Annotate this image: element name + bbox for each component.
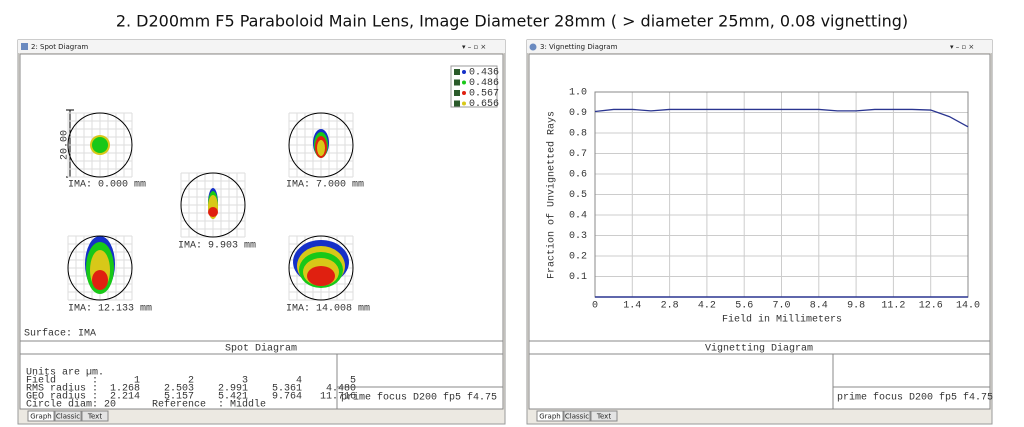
y-tick-label: 0.2 bbox=[569, 252, 587, 263]
window-controls[interactable]: ▾ – ▫ × bbox=[462, 43, 486, 51]
info-text: prime focus D200 fp5 f4.75 bbox=[837, 392, 993, 404]
tab-label: Text bbox=[87, 413, 102, 421]
page-title: 2. D200mm F5 Paraboloid Main Lens, Image… bbox=[116, 12, 908, 31]
field-label: IMA: 9.903 mm bbox=[178, 241, 256, 252]
legend-marker bbox=[462, 70, 466, 74]
spot-blob bbox=[317, 140, 325, 156]
x-axis-label: Field in Millimeters bbox=[722, 314, 842, 326]
title-bar[interactable] bbox=[527, 40, 992, 53]
table-row: Circle diam: 20 Reference : Middle bbox=[26, 399, 266, 411]
x-tick-label: 1.4 bbox=[623, 301, 641, 312]
y-tick-label: 0.1 bbox=[569, 272, 587, 283]
tab-label: Classic bbox=[565, 413, 589, 421]
tab[interactable] bbox=[54, 410, 82, 422]
caption: Spot Diagram bbox=[225, 343, 297, 355]
airy-circle bbox=[67, 235, 133, 301]
surface-label: Surface: IMA bbox=[24, 328, 96, 340]
data-line bbox=[594, 108, 969, 128]
window-title: 3: Vignetting Diagram bbox=[540, 43, 618, 51]
spot-blob bbox=[208, 207, 218, 217]
table-row: Units are µm. bbox=[26, 367, 104, 379]
legend-label: 0.486 bbox=[469, 78, 499, 89]
legend-checkbox bbox=[454, 69, 460, 75]
legend-label: 0.656 bbox=[469, 99, 499, 110]
scale-label: 20.00 bbox=[60, 130, 71, 160]
spot-blob bbox=[92, 270, 108, 290]
legend-checkbox bbox=[454, 79, 460, 86]
tab[interactable] bbox=[536, 410, 564, 422]
x-tick-label: 2.8 bbox=[661, 301, 679, 312]
x-tick-label: 12.6 bbox=[919, 301, 943, 312]
airy-circle bbox=[67, 112, 133, 178]
table-row: GEO radius : 2.214 5.157 5.421 9.764 11.… bbox=[26, 391, 356, 403]
title-bar[interactable] bbox=[18, 40, 505, 53]
field-label: IMA: 12.133 mm bbox=[68, 304, 152, 315]
window-controls[interactable]: ▾ – ▫ × bbox=[950, 43, 974, 51]
window-icon bbox=[21, 43, 28, 50]
spot-diagram: IMA: 7.000 mm bbox=[286, 112, 364, 191]
y-tick-label: 0.5 bbox=[569, 190, 587, 201]
table-row: RMS radius : 1.268 2.503 2.991 5.361 4.4… bbox=[26, 383, 356, 395]
x-tick-label: 5.6 bbox=[735, 301, 753, 312]
tab-label: Graph bbox=[30, 413, 51, 421]
x-tick-label: 14.0 bbox=[956, 301, 980, 312]
x-tick-label: 0 bbox=[592, 301, 598, 312]
caption: Vignetting Diagram bbox=[705, 343, 813, 355]
text-area bbox=[528, 353, 991, 410]
airy-circle bbox=[180, 172, 246, 238]
y-tick-label: 0.7 bbox=[569, 149, 587, 160]
window-title: 2: Spot Diagram bbox=[31, 43, 88, 51]
spot-blob bbox=[92, 137, 108, 153]
x-tick-label: 8.4 bbox=[810, 301, 828, 312]
airy-circle bbox=[288, 235, 354, 301]
spot-diagram: IMA: 9.903 mm bbox=[178, 172, 256, 252]
y-tick-label: 0.6 bbox=[569, 170, 587, 181]
y-tick-label: 0.9 bbox=[569, 108, 587, 119]
y-tick-label: 0.4 bbox=[569, 211, 587, 222]
legend-checkbox bbox=[454, 90, 460, 96]
legend-marker bbox=[462, 91, 466, 95]
field-label: IMA: 0.000 mm bbox=[68, 180, 146, 191]
spot-diagram: IMA: 12.133 mm bbox=[67, 235, 152, 315]
x-tick-label: 9.8 bbox=[847, 301, 865, 312]
x-tick-label: 11.2 bbox=[881, 301, 905, 312]
text-area bbox=[19, 353, 504, 410]
legend-marker bbox=[462, 80, 466, 85]
y-axis-label: Fraction of Unvignetted Rays bbox=[546, 111, 558, 279]
x-tick-label: 4.2 bbox=[698, 301, 716, 312]
spot-blob bbox=[307, 266, 335, 286]
legend-label: 0.436 bbox=[469, 68, 499, 79]
legend-marker bbox=[462, 101, 466, 106]
tab[interactable] bbox=[81, 410, 109, 422]
x-tick-label: 7.0 bbox=[772, 301, 790, 312]
tab[interactable] bbox=[27, 410, 55, 422]
tab-label: Graph bbox=[539, 413, 560, 421]
airy-circle bbox=[288, 112, 354, 178]
plot-area bbox=[528, 53, 991, 342]
tab-label: Text bbox=[596, 413, 611, 421]
table-row: Field : 1 2 3 4 5 bbox=[26, 375, 356, 387]
tab[interactable] bbox=[563, 410, 591, 422]
info-text: prime focus D200 fp5 f4.75 bbox=[341, 392, 497, 404]
field-label: IMA: 7.000 mm bbox=[286, 180, 364, 191]
y-tick-label: 1.0 bbox=[569, 88, 587, 99]
spot-diagram: IMA: 0.000 mm bbox=[67, 112, 146, 191]
field-label: IMA: 14.008 mm bbox=[286, 304, 370, 315]
spot-diagram: IMA: 14.008 mm bbox=[286, 235, 370, 315]
window-icon bbox=[529, 43, 537, 51]
y-tick-label: 0.8 bbox=[569, 129, 587, 140]
legend-label: 0.567 bbox=[469, 89, 499, 100]
y-tick-label: 0.3 bbox=[569, 231, 587, 242]
tab[interactable] bbox=[590, 410, 618, 422]
legend-checkbox bbox=[454, 100, 460, 107]
tab-label: Classic bbox=[56, 413, 80, 421]
